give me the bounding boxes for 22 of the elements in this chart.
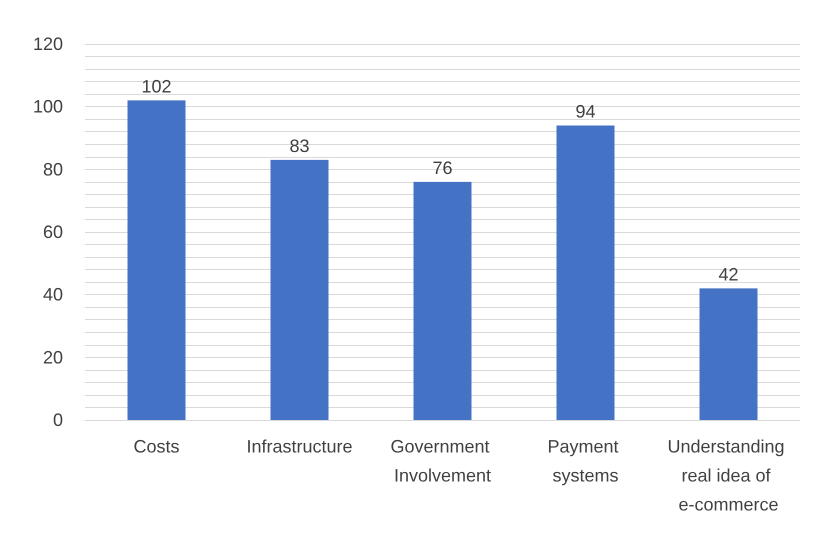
bar (414, 182, 472, 420)
x-tick-label: Costs (133, 436, 180, 456)
y-tick-label: 60 (42, 222, 63, 242)
x-tick-label: Government Involvement (390, 436, 495, 486)
data-label: 83 (289, 136, 310, 156)
bar (556, 125, 614, 420)
data-label: 42 (718, 264, 739, 284)
y-tick-label: 20 (42, 347, 63, 368)
x-tick-label: Understanding real idea of e-commerce (667, 436, 790, 514)
data-label: 76 (432, 158, 453, 178)
bar (700, 288, 758, 420)
y-tick-label: 0 (52, 410, 63, 430)
x-tick-label: Payment systems (547, 436, 624, 486)
x-tick-label: Infrastructure (246, 436, 353, 456)
bar (128, 100, 186, 420)
y-tick-label: 80 (42, 159, 63, 180)
y-tick-label: 40 (42, 284, 63, 305)
y-tick-label: 100 (32, 96, 63, 117)
data-label: 94 (575, 101, 596, 122)
bar (270, 160, 328, 420)
data-label: 102 (141, 76, 172, 96)
y-tick-label: 120 (32, 34, 63, 54)
